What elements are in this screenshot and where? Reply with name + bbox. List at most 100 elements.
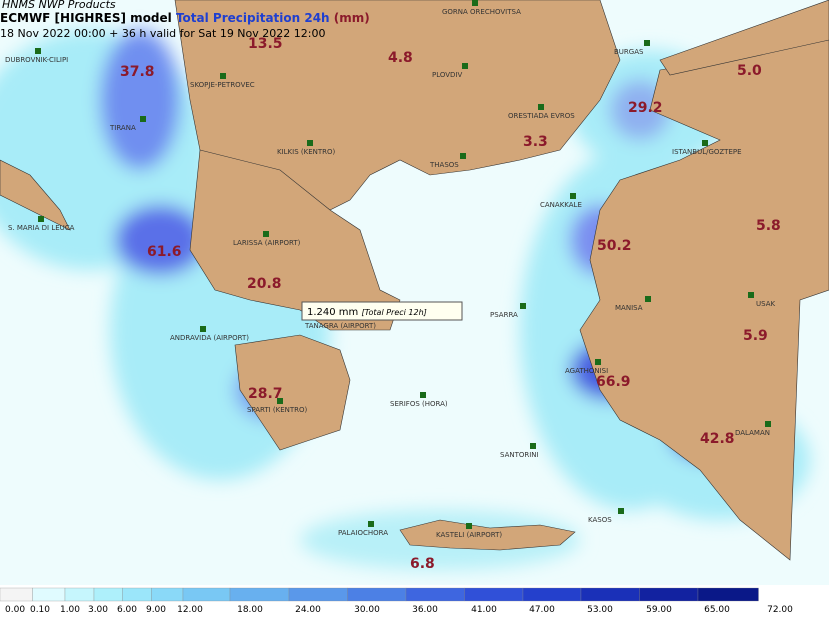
station-label: DALAMAN (735, 429, 770, 437)
colorbar-swatch (229, 587, 290, 602)
colorbar-swatch (64, 587, 95, 602)
colorbar-label: 6.00 (117, 605, 137, 615)
station-marker (538, 104, 544, 110)
colorbar-swatch (151, 587, 184, 602)
station-label: KASTELI (AIRPORT) (436, 531, 502, 539)
station-label: LARISSA (AIRPORT) (233, 239, 301, 247)
colorbar-swatch (522, 587, 582, 602)
colorbar-swatch (182, 587, 231, 602)
station-marker (570, 193, 576, 199)
subtitle: 18 Nov 2022 00:00 + 36 h valid for Sat 1… (0, 27, 325, 40)
station-marker (38, 216, 44, 222)
colorbar-label: 18.00 (237, 605, 263, 615)
station-marker (472, 0, 478, 6)
precip-value: 37.8 (120, 64, 155, 80)
station-label: KILKIS (KENTRO) (277, 148, 336, 156)
station-marker (263, 231, 269, 237)
station-marker (220, 73, 226, 79)
title-unit: (mm) (334, 11, 370, 25)
station-label: TANAGRA (AIRPORT) (304, 322, 376, 330)
station-label: GORNA ORECHOVITSA (442, 8, 521, 16)
station-label: PLOVDIV (432, 71, 463, 79)
colorbar-label: 36.00 (412, 605, 438, 615)
precip-value: 5.9 (743, 328, 768, 344)
precip-value: 3.3 (523, 134, 548, 150)
colorbar-swatch (288, 587, 348, 602)
colorbar-swatch (464, 587, 524, 602)
precip-value: 4.8 (388, 50, 413, 66)
tooltip-text: 1.240 mm [Total Preci 12h] (307, 307, 427, 318)
station-label: CANAKKALE (540, 201, 582, 209)
station-label: BURGAS (614, 48, 644, 56)
station-label: ANDRAVIDA (AIRPORT) (170, 334, 249, 342)
station-marker (368, 521, 374, 527)
colorbar-swatch (0, 587, 33, 602)
station-label: THASOS (429, 161, 459, 169)
station-marker (462, 63, 468, 69)
precip-value: 29.2 (628, 100, 663, 116)
station-label: USAK (756, 300, 775, 308)
land (0, 0, 829, 561)
station-marker (200, 326, 206, 332)
station-label: SANTORINI (500, 451, 539, 459)
colorbar-swatch (580, 587, 640, 602)
colorbar-swatch (32, 587, 66, 602)
station-label: ORESTIADA EVROS (508, 112, 575, 120)
precip-value: 28.7 (248, 386, 283, 402)
colorbar-swatch (405, 587, 465, 602)
station-label: AGATHONISI (565, 367, 608, 375)
station-marker (35, 48, 41, 54)
precip-value: 20.8 (247, 276, 282, 292)
station-label: TIRANA (109, 124, 136, 132)
station-label: KASOS (588, 516, 612, 524)
station-label: SKOPJE-PETROVEC (190, 81, 255, 89)
station-label: SERIFOS (HORA) (390, 400, 448, 408)
colorbar-swatch (122, 587, 152, 602)
colorbar-label: 9.00 (146, 605, 166, 615)
precip-value: 13.5 (248, 36, 283, 52)
station-marker (748, 292, 754, 298)
colorbar-swatch (697, 587, 759, 602)
colorbar-label: 3.00 (88, 605, 108, 615)
station-marker (420, 392, 426, 398)
colorbar-label: 12.00 (177, 605, 203, 615)
station-label: SPARTI (KENTRO) (247, 406, 308, 414)
colorbar-label: 72.00 (767, 605, 793, 615)
precip-value: 50.2 (597, 238, 632, 254)
colorbar-swatch (347, 587, 407, 602)
station-marker (644, 40, 650, 46)
station-marker (530, 443, 536, 449)
station-marker (702, 140, 708, 146)
colorbar-label: 30.00 (354, 605, 380, 615)
station-marker (595, 359, 601, 365)
precip-value: 42.8 (700, 431, 735, 447)
title-model: ECMWF [HIGHRES] model (0, 11, 172, 25)
station-label: DUBROVNIK-CILIPI (5, 56, 68, 64)
colorbar-label: 47.00 (529, 605, 555, 615)
tooltip: 1.240 mm [Total Preci 12h] (301, 301, 463, 321)
station-label: ISTANBUL/GOZTEPE (672, 148, 742, 156)
station-marker (618, 508, 624, 514)
colorbar-swatch (639, 587, 699, 602)
station-marker (277, 398, 283, 404)
colorbar-label: 0.10 (30, 605, 50, 615)
precip-value: 5.0 (737, 63, 762, 79)
station-marker (466, 523, 472, 529)
source: HNMS NWP Products (2, 0, 116, 11)
station-marker (140, 116, 146, 122)
station-label: MANISA (615, 304, 643, 312)
title-product: Total Precipitation 24h (176, 11, 330, 25)
colorbar-label: 65.00 (704, 605, 730, 615)
station-label: S. MARIA DI LEUCA (8, 224, 75, 232)
tooltip-product: [Total Preci 12h] (361, 308, 426, 317)
station-marker (460, 153, 466, 159)
tooltip-value: 1.240 mm (307, 307, 358, 318)
precip-value: 5.8 (756, 218, 781, 234)
colorbar-swatch (93, 587, 123, 602)
colorbar-label: 0.00 (5, 605, 25, 615)
colorbar-label: 24.00 (295, 605, 321, 615)
station-marker (765, 421, 771, 427)
title: ECMWF [HIGHRES] model Total Precipitatio… (0, 11, 370, 25)
